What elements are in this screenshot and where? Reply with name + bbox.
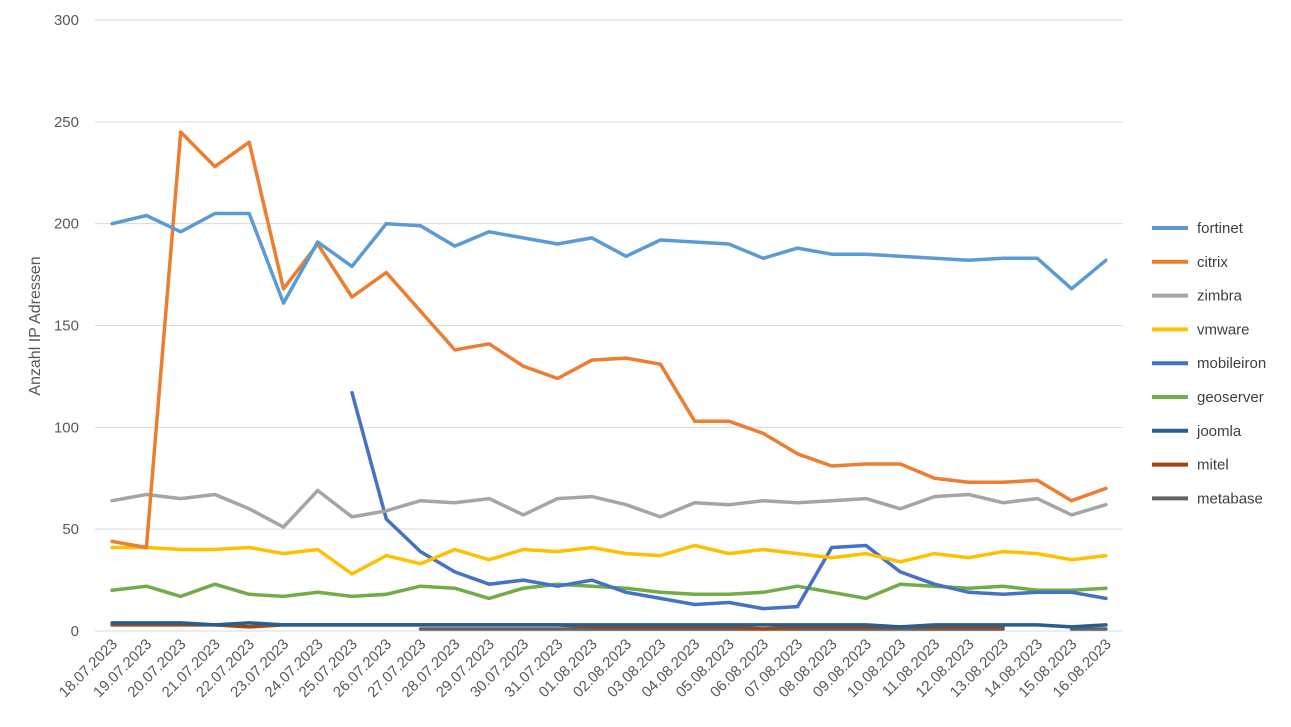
series-lines — [110, 130, 1108, 631]
legend-label: metabase — [1197, 490, 1263, 507]
y-axis-label: Anzahl IP Adressen — [27, 256, 44, 395]
series-line-zimbra — [110, 488, 1108, 529]
legend-label: geoserver — [1197, 389, 1264, 406]
legend-label: citrix — [1197, 254, 1228, 271]
y-axis-ticks: 0 50 100 150 200 250 300 — [54, 12, 79, 640]
legend-item-zimbra: zimbra — [1152, 288, 1243, 305]
series-line-mobileiron — [350, 390, 1108, 611]
legend-item-joomla: joomla — [1152, 423, 1242, 440]
y-tick-label: 300 — [54, 12, 79, 29]
y-tick-label: 250 — [54, 114, 79, 131]
y-tick-label: 0 — [71, 623, 79, 640]
legend-label: joomla — [1196, 423, 1242, 440]
legend-item-geoserver: geoserver — [1152, 389, 1264, 406]
legend-label: zimbra — [1197, 288, 1243, 305]
legend-item-mitel: mitel — [1152, 457, 1229, 474]
y-tick-label: 50 — [62, 521, 79, 538]
series-line-vmware — [110, 543, 1108, 576]
legend: fortinet citrix zimbra vmware mobileiron geos… — [1152, 220, 1266, 507]
legend-item-metabase: metabase — [1152, 490, 1263, 507]
y-tick-label: 100 — [54, 419, 79, 436]
series-line-citrix — [110, 130, 1108, 550]
gridlines — [95, 19, 1123, 632]
legend-label: mitel — [1197, 457, 1229, 474]
series-line-fortinet — [110, 211, 1108, 305]
x-axis-ticks: 18.07.202319.07.202320.07.202321.07.2023… — [56, 636, 1115, 701]
series-line-joomla — [110, 621, 1108, 629]
legend-item-citrix: citrix — [1152, 254, 1228, 271]
legend-item-vmware: vmware — [1152, 321, 1250, 338]
y-tick-label: 150 — [54, 318, 79, 335]
legend-label: fortinet — [1197, 220, 1244, 237]
legend-label: vmware — [1197, 321, 1250, 338]
y-tick-label: 200 — [54, 216, 79, 233]
legend-label: mobileiron — [1197, 355, 1266, 372]
legend-item-fortinet: fortinet — [1152, 220, 1244, 237]
legend-item-mobileiron: mobileiron — [1152, 355, 1266, 372]
